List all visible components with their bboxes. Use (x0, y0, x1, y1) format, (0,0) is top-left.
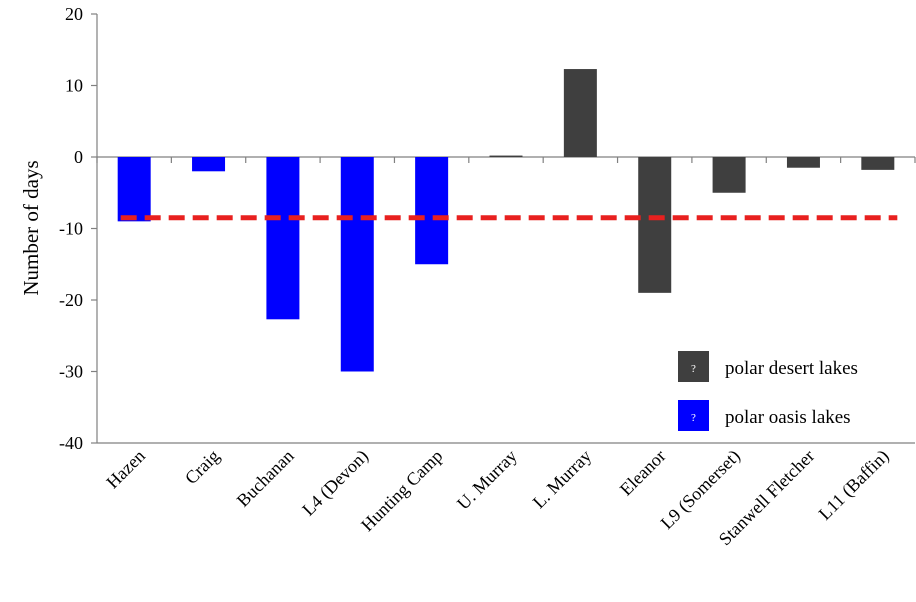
legend-marker-glyph: ? (691, 412, 696, 424)
bar-eleanor (638, 157, 672, 293)
y-tick-label: 20 (65, 4, 83, 24)
y-tick-label: -40 (59, 433, 83, 453)
bar-l11-baffin (861, 157, 895, 170)
bar-l9-somerset (712, 157, 746, 193)
bar-craig (192, 157, 226, 172)
category-label: U. Murray (453, 446, 521, 514)
bar-l4-devon (340, 157, 374, 372)
bar-hunting-camp (415, 157, 449, 265)
category-label: L11 (Baffin) (815, 446, 894, 525)
y-tick-label: -10 (59, 219, 83, 239)
category-label: Eleanor (616, 446, 670, 500)
y-axis-label: Number of days (19, 160, 43, 295)
category-labels: Hazen Craig Buchanan L4 (Devon)Hunting Camp… (102, 446, 893, 550)
category-label: Hazen (102, 446, 149, 493)
y-tick-label: 0 (74, 147, 83, 167)
legend-label-oasis: polar oasis lakes (725, 407, 851, 428)
legend-swatch-desert (678, 351, 709, 382)
legend-label-desert: polar desert lakes (725, 358, 858, 379)
category-label: Craig (181, 446, 223, 488)
bar-buchanan (266, 157, 300, 320)
y-tick-label: -30 (59, 362, 83, 382)
category-label: L4 (Devon) (298, 446, 373, 521)
y-tick-label: -20 (59, 290, 83, 310)
category-label: Buchanan (233, 446, 298, 511)
bars (117, 69, 895, 372)
legend-swatch-oasis (678, 400, 709, 431)
legend: ? polar desert lakes? polar oasis lakes (678, 351, 858, 431)
legend-marker-glyph: ? (691, 363, 696, 375)
y-tick-labels: 20 10 0 -10 -20 -30 -40 (59, 4, 97, 453)
y-tick-label: 10 (65, 76, 83, 96)
category-label: L. Murray (529, 446, 595, 512)
bar-l-murray (563, 69, 597, 157)
bar-hazen (117, 157, 151, 222)
bar-stanwell-fletcher (786, 157, 820, 168)
bar-u-murray (489, 155, 523, 157)
